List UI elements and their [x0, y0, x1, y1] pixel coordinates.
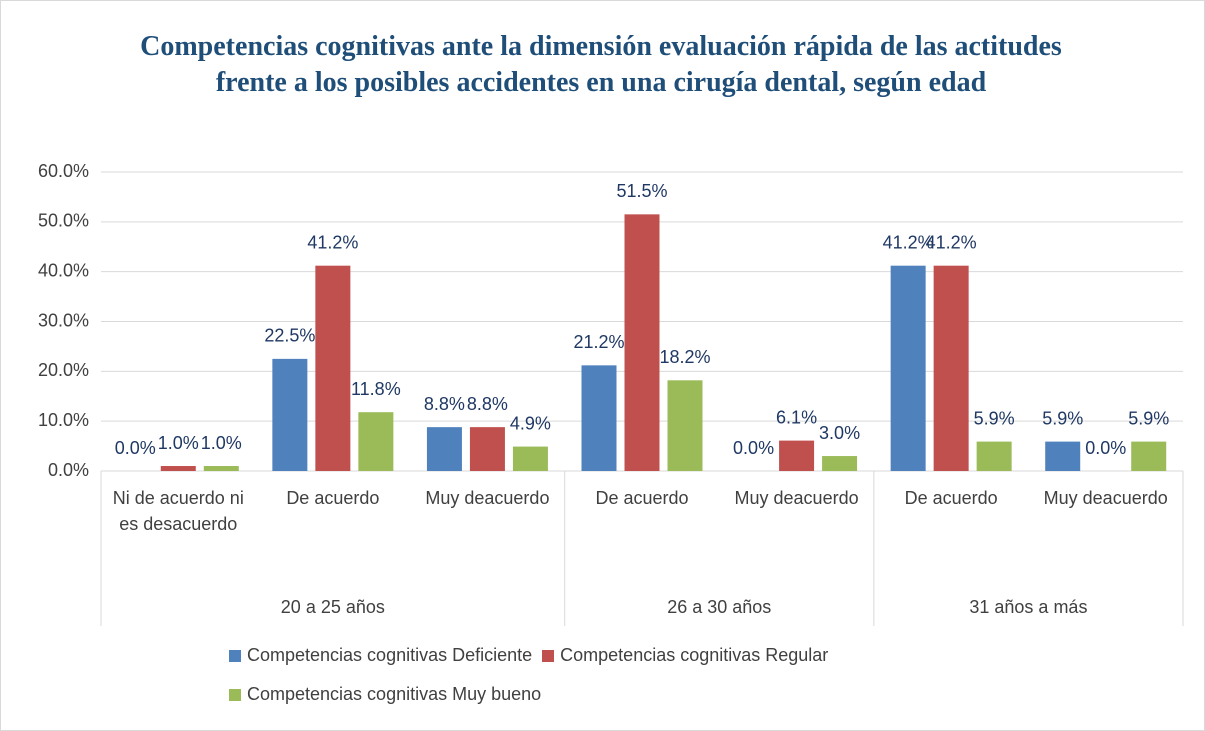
- value-label: 4.9%: [510, 413, 551, 433]
- bar: [822, 456, 858, 471]
- x-tick-label: De acuerdo: [904, 488, 998, 508]
- value-label: 22.5%: [264, 326, 315, 346]
- legend-item: Competencias cognitivas Regular: [542, 645, 828, 666]
- value-label: 5.9%: [1042, 408, 1083, 428]
- legend-item: Competencias cognitivas Muy bueno: [229, 684, 541, 705]
- bar: [160, 466, 196, 471]
- group-label: 20 a 25 años: [280, 597, 385, 617]
- bar: [358, 412, 394, 471]
- value-label: 21.2%: [573, 332, 624, 352]
- value-label: 1.0%: [201, 433, 242, 453]
- y-tick-label: 40.0%: [38, 260, 89, 280]
- bar: [624, 214, 660, 471]
- legend-swatch: [229, 688, 241, 701]
- bar: [581, 365, 617, 471]
- value-label: 0.0%: [115, 438, 156, 458]
- legend-item: Competencias cognitivas Deficiente: [229, 645, 532, 666]
- legend-swatch: [229, 649, 241, 662]
- value-label: 0.0%: [1085, 438, 1126, 458]
- y-tick-label: 0.0%: [48, 460, 89, 480]
- bar: [203, 466, 239, 471]
- value-label: 3.0%: [819, 423, 860, 443]
- x-tick-label: De acuerdo: [286, 488, 380, 508]
- bar: [512, 446, 548, 471]
- x-tick-label: Muy deacuerdo: [734, 488, 859, 508]
- group-label: 26 a 30 años: [667, 597, 772, 617]
- x-tick-label: Muy deacuerdo: [425, 488, 550, 508]
- chart-title: Competencias cognitivas ante la dimensió…: [140, 31, 1062, 98]
- value-label: 5.9%: [974, 408, 1015, 428]
- value-label: 41.2%: [926, 232, 977, 252]
- value-label: 51.5%: [616, 181, 667, 201]
- y-tick-label: 20.0%: [38, 360, 89, 380]
- value-label: 18.2%: [659, 347, 710, 367]
- bar: [315, 265, 351, 471]
- value-label: 8.8%: [424, 394, 465, 414]
- bar: [890, 265, 926, 471]
- bar: [272, 358, 308, 471]
- bar: [779, 440, 815, 471]
- x-tick-label: Ni de acuerdo ni es desacuerdo: [112, 488, 244, 534]
- value-label: 11.8%: [351, 379, 401, 399]
- value-label: 0.0%: [733, 438, 774, 458]
- value-label: 41.2%: [883, 232, 934, 252]
- x-tick-label: Muy deacuerdo: [1043, 488, 1168, 508]
- y-tick-label: 30.0%: [38, 310, 89, 330]
- y-tick-label: 60.0%: [38, 161, 89, 181]
- bar: [469, 427, 505, 471]
- bar: [933, 265, 969, 471]
- x-tick-label: De acuerdo: [595, 488, 689, 508]
- bar: [1131, 441, 1167, 471]
- y-tick-label: 10.0%: [38, 410, 89, 430]
- y-tick-label: 50.0%: [38, 211, 89, 231]
- legend-label: Competencias cognitivas Deficiente: [247, 645, 533, 665]
- legend-label: Competencias cognitivas Regular: [560, 645, 829, 665]
- legend-swatch: [542, 649, 555, 662]
- bar: [976, 441, 1012, 471]
- legend: Competencias cognitivas Deficiente Compet…: [229, 645, 989, 705]
- group-label: 31 años a más: [969, 597, 1088, 617]
- bar: [667, 380, 703, 471]
- legend-label: Competencias cognitivas Muy bueno: [247, 684, 542, 704]
- value-label: 41.2%: [307, 232, 358, 252]
- bar: [1045, 441, 1081, 471]
- value-label: 5.9%: [1128, 408, 1169, 428]
- bar: [426, 427, 462, 471]
- value-label: 1.0%: [158, 433, 199, 453]
- value-label: 8.8%: [467, 394, 508, 414]
- value-label: 6.1%: [776, 407, 817, 427]
